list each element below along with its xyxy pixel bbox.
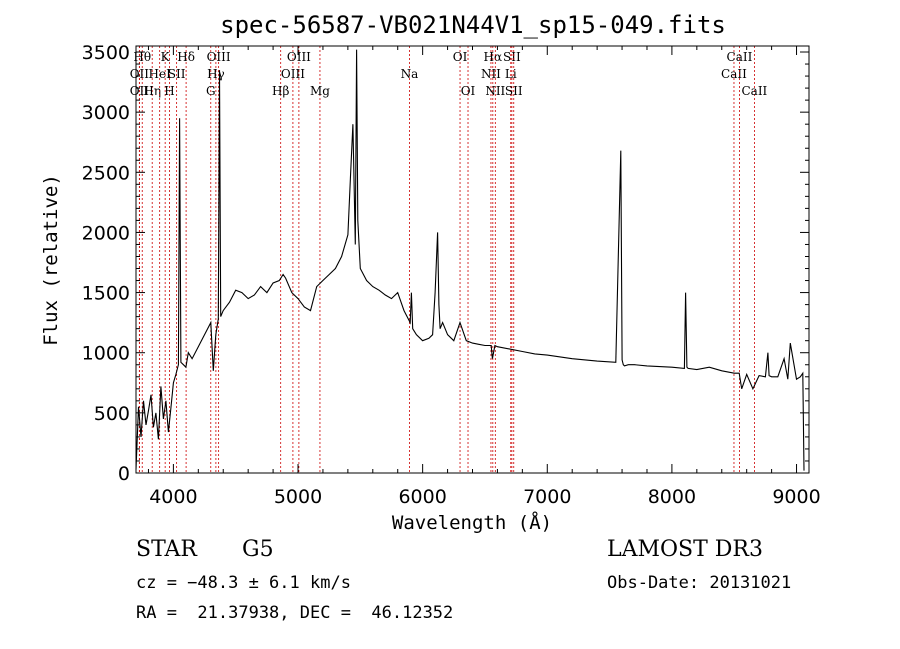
y-tick-label: 2500 [82, 162, 130, 184]
line-marker-label: CaII [721, 67, 747, 81]
line-marker-label: Mg [310, 84, 330, 98]
x-tick-label: 5000 [274, 486, 322, 508]
line-marker-label: Hβ [272, 84, 289, 98]
line-marker-label: Hγ [207, 67, 225, 81]
line-marker-label: CaII [727, 50, 753, 64]
y-tick-label: 500 [94, 403, 130, 425]
y-tick-label: 1000 [82, 343, 130, 365]
x-tick-label: 8000 [648, 486, 696, 508]
line-marker-label: Hδ [177, 50, 195, 64]
line-marker-label: Hα [484, 50, 503, 64]
y-tick-label: 3500 [82, 42, 130, 64]
line-marker-label: Hθ [133, 50, 151, 64]
plot-frame [135, 45, 810, 474]
line-marker-label: Li [505, 67, 517, 81]
redshift-velocity: cz = −48.3 ± 6.1 km/s [136, 573, 351, 593]
spectrum-line [135, 49, 805, 471]
y-tick-label: 1500 [82, 283, 130, 305]
survey-name: LAMOST DR3 [607, 537, 763, 562]
emission-line-markers: HθOIIOIIHηHeIKHSIIHδGHγOIIIHβOIIIOIIIMgN… [130, 46, 768, 473]
line-marker-label: OIII [281, 67, 305, 81]
object-subclass: G5 [242, 537, 274, 562]
line-marker-label: H [164, 84, 174, 98]
y-tick-label: 2000 [82, 222, 130, 244]
x-axis: 4000 5000 6000 7000 8000 9000 [147, 46, 821, 508]
x-tick-label: 4000 [149, 486, 197, 508]
line-marker-label: G [206, 84, 216, 98]
line-marker-label: OIII [287, 50, 311, 64]
object-class: STAR [136, 537, 197, 562]
line-marker-label: SII [503, 50, 521, 64]
line-marker-label: OI [461, 84, 476, 98]
y-tick-label: 3000 [82, 102, 130, 124]
line-marker-label: Hη [143, 84, 161, 98]
line-marker-label: SII [168, 67, 186, 81]
line-marker-label: OII [130, 84, 150, 98]
observation-date: Obs-Date: 20131021 [607, 573, 792, 593]
line-marker-label: K [161, 50, 171, 64]
y-tick-label: 0 [118, 463, 130, 485]
x-tick-label: 9000 [772, 486, 820, 508]
line-marker-label: OIII [207, 50, 231, 64]
x-tick-label: 7000 [523, 486, 571, 508]
line-marker-label: NII [481, 67, 501, 81]
x-axis-label: Wavelength (Å) [392, 511, 552, 534]
line-marker-label: CaII [741, 84, 767, 98]
line-marker-label: OI [453, 50, 468, 64]
line-marker-label: NII [485, 84, 505, 98]
y-axis-label: Flux (relative) [40, 174, 62, 346]
line-marker-label: Na [401, 67, 419, 81]
x-tick-label: 6000 [398, 486, 446, 508]
y-axis: 0 500 1000 1500 2000 2500 3000 3500 [82, 42, 809, 485]
chart-title: spec-56587-VB021N44V1_sp15-049.fits [220, 11, 726, 39]
line-marker-label: SII [505, 84, 523, 98]
sky-coordinates: RA = 21.37938, DEC = 46.12352 [136, 603, 454, 623]
